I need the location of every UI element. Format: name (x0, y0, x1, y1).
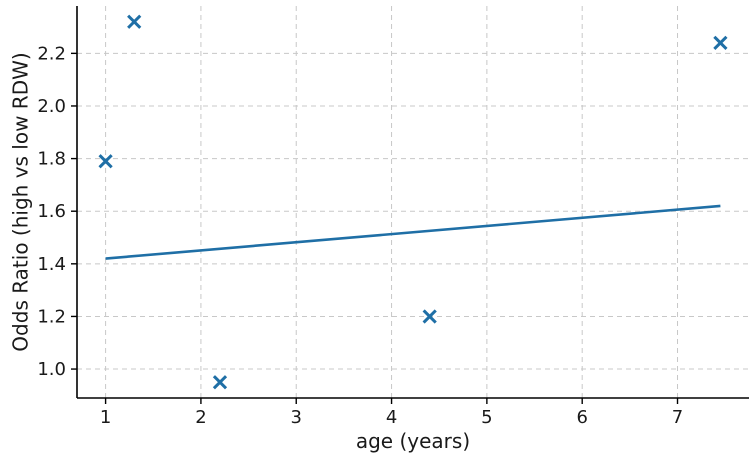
y-tick-label-0: 1.0 (37, 359, 66, 380)
x-tick-label-4: 5 (481, 407, 492, 428)
markers (98, 14, 728, 390)
x-tick-label-2: 3 (291, 407, 302, 428)
x-axis-title: age (years) (356, 429, 470, 453)
axes (76, 6, 749, 399)
data-point-3 (422, 309, 437, 324)
y-axis-title: Odds Ratio (high vs low RDW) (9, 52, 33, 351)
y-tick-label-6: 2.2 (37, 43, 66, 64)
trend-line (105, 204, 721, 260)
y-tick-label-1: 1.2 (37, 306, 66, 327)
y-tick-label-5: 2.0 (37, 96, 66, 117)
y-tick-label-3: 1.6 (37, 201, 66, 222)
x-tick-label-5: 6 (576, 407, 587, 428)
data-point-1 (127, 14, 142, 29)
x-tick-label-0: 1 (100, 407, 111, 428)
x-ticks: 1 2 3 4 5 6 7 (100, 398, 683, 428)
y-ticks: 1.0 1.2 1.4 1.6 1.8 2.0 2.2 (37, 43, 77, 380)
grid (77, 6, 749, 398)
x-tick-label-3: 4 (386, 407, 397, 428)
x-tick-label-1: 2 (195, 407, 206, 428)
data-point-4 (713, 35, 728, 50)
x-tick-label-6: 7 (672, 407, 683, 428)
y-tick-label-4: 1.8 (37, 149, 66, 170)
y-tick-label-2: 1.4 (37, 254, 66, 275)
data-point-2 (212, 375, 228, 390)
data-point-0 (98, 154, 113, 169)
